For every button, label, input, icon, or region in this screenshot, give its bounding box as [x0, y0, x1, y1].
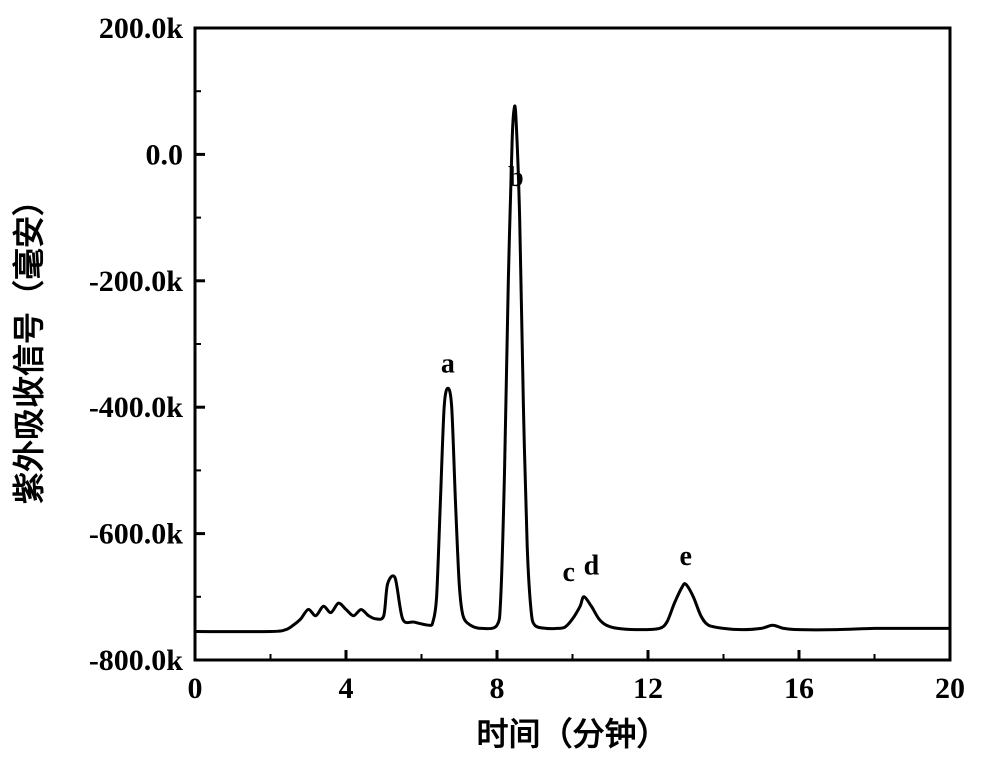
y-tick-label: -200.0k — [89, 265, 183, 298]
y-tick-label: 0.0 — [146, 138, 184, 171]
y-tick-label: -600.0k — [89, 518, 183, 551]
y-tick-label: -400.0k — [89, 391, 183, 424]
y-tick-label: 200.0k — [99, 12, 184, 45]
y-axis-title: 紫外吸收信号（毫安） — [11, 184, 47, 504]
peak-label-e: e — [680, 541, 692, 572]
chromatogram-trace — [195, 106, 950, 632]
x-tick-label: 16 — [784, 672, 814, 705]
peak-label-d: d — [584, 551, 600, 582]
x-tick-label: 0 — [188, 672, 203, 705]
peak-label-c: c — [563, 557, 575, 588]
x-axis-title: 时间（分钟） — [476, 716, 668, 752]
x-tick-label: 8 — [490, 672, 505, 705]
chart-svg: 0 4 8 12 16 20 -800.0k -600.0k -400.0k -200.0k 0.0… — [0, 0, 1000, 777]
x-tick-label: 20 — [935, 672, 965, 705]
peak-label-b: b — [508, 162, 524, 193]
x-tick-label: 4 — [339, 672, 354, 705]
y-tick-label: -800.0k — [89, 644, 183, 677]
chromatogram-chart: 0 4 8 12 16 20 -800.0k -600.0k -400.0k -200.0k 0.0… — [0, 0, 1000, 777]
x-tick-label: 12 — [633, 672, 663, 705]
peak-label-a: a — [441, 348, 455, 379]
